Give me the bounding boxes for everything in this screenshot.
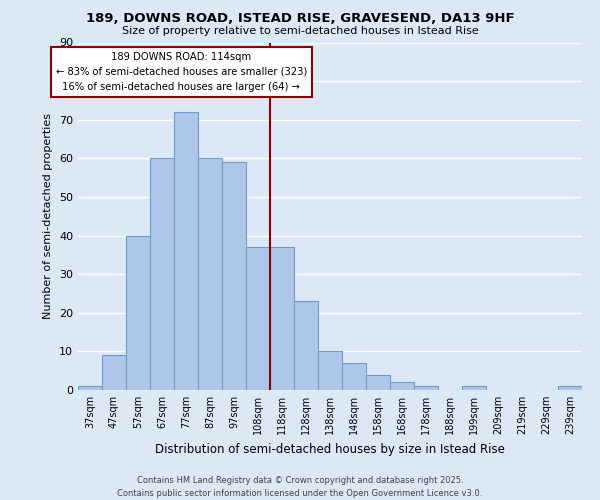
Bar <box>414 386 438 390</box>
Bar <box>150 158 174 390</box>
Bar <box>126 236 150 390</box>
Bar <box>462 386 486 390</box>
Text: 189 DOWNS ROAD: 114sqm
← 83% of semi-detached houses are smaller (323)
16% of se: 189 DOWNS ROAD: 114sqm ← 83% of semi-det… <box>56 52 307 92</box>
Bar <box>270 247 294 390</box>
Bar <box>294 301 318 390</box>
Bar <box>78 386 102 390</box>
Bar <box>342 363 366 390</box>
Bar <box>222 162 246 390</box>
Text: Contains HM Land Registry data © Crown copyright and database right 2025.
Contai: Contains HM Land Registry data © Crown c… <box>118 476 482 498</box>
Bar <box>390 382 414 390</box>
X-axis label: Distribution of semi-detached houses by size in Istead Rise: Distribution of semi-detached houses by … <box>155 442 505 456</box>
Text: 189, DOWNS ROAD, ISTEAD RISE, GRAVESEND, DA13 9HF: 189, DOWNS ROAD, ISTEAD RISE, GRAVESEND,… <box>86 12 514 26</box>
Bar <box>558 386 582 390</box>
Bar <box>366 374 390 390</box>
Text: Size of property relative to semi-detached houses in Istead Rise: Size of property relative to semi-detach… <box>122 26 478 36</box>
Bar <box>318 352 342 390</box>
Bar <box>198 158 222 390</box>
Bar <box>102 355 126 390</box>
Y-axis label: Number of semi-detached properties: Number of semi-detached properties <box>43 114 53 320</box>
Bar <box>174 112 198 390</box>
Bar <box>246 247 270 390</box>
